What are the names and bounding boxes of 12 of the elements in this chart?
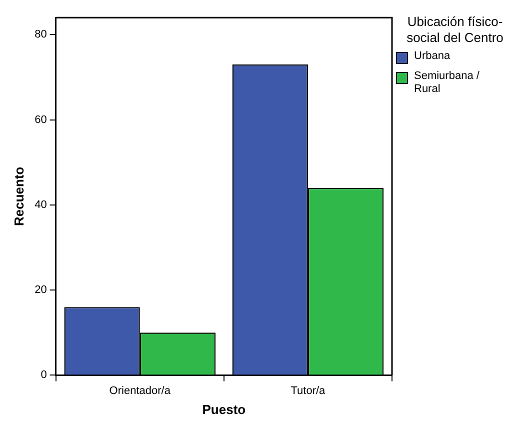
legend-label: Semiurbana / Rural: [414, 70, 480, 96]
y-axis-title: Recuento: [11, 166, 26, 226]
legend-label: Urbana: [414, 50, 452, 63]
x-tick-label: Orientador/a: [109, 384, 172, 397]
legend-title: Ubicación físico-social del Centro: [406, 14, 504, 46]
y-tick-label: 0: [40, 369, 47, 382]
x-axis-title: Puesto: [202, 402, 246, 417]
y-tick-label: 60: [34, 114, 47, 126]
y-tick-label: 20: [34, 284, 47, 296]
y-tick-label: 80: [34, 28, 47, 41]
x-tick-label: Tutor/a: [290, 384, 326, 397]
y-tick-label: 40: [34, 198, 47, 211]
